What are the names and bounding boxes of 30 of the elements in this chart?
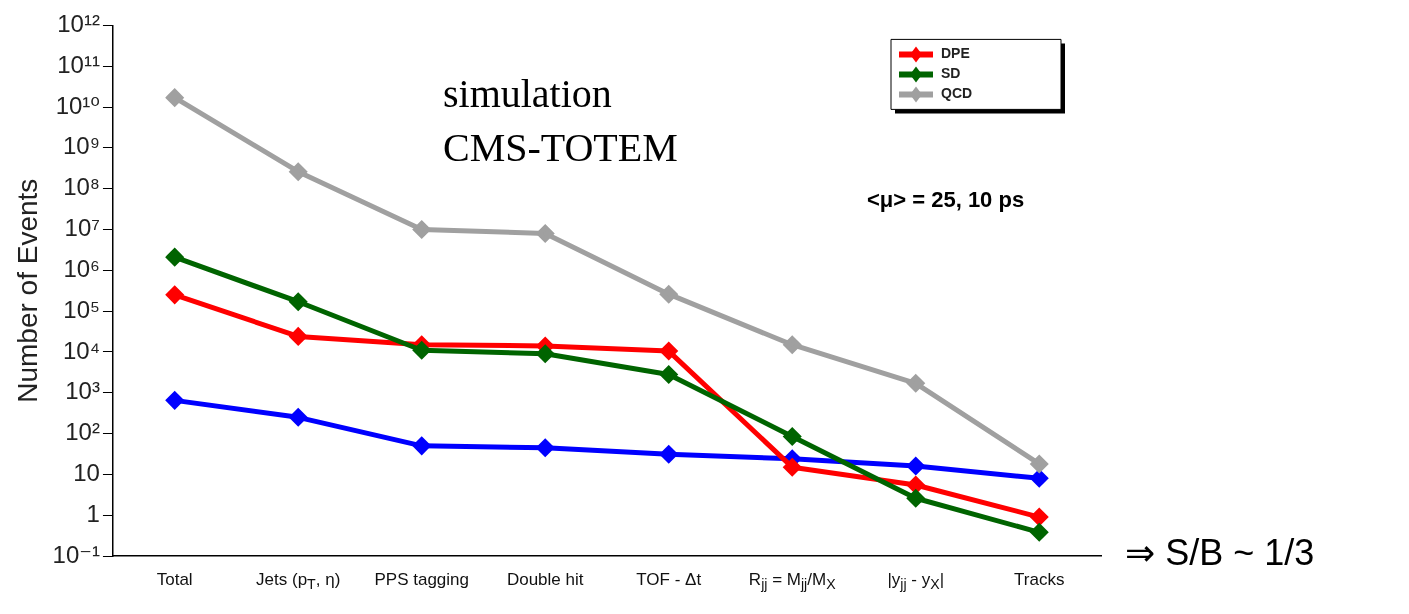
annotation: simulation: [442, 71, 612, 117]
x-tick-label: PPS tagging: [374, 570, 469, 590]
y-tick-label: 10²: [65, 418, 100, 446]
y-tick-label: 10³: [65, 377, 100, 405]
y-tick-label: 10⁹: [62, 132, 100, 160]
x-tick-label: Total: [156, 570, 193, 590]
legend-label: SD: [941, 65, 961, 82]
y-tick-label: 1: [86, 499, 100, 527]
x-tick-label: Jets (p$_{T}$, η): [256, 570, 341, 595]
y-tick-label: 10⁷: [64, 214, 100, 242]
y-tick-label: 10⁶: [63, 254, 100, 282]
y-tick-label: 10¹²: [57, 10, 100, 38]
annotation: <μ> = 25, 10 ps: [866, 187, 1025, 213]
annotation: CMS-TOTEM: [442, 125, 678, 171]
x-tick-label: Double hit: [506, 570, 584, 590]
text: ⇒ S/B ~ 1/3: [1125, 532, 1315, 574]
y-tick-label: 10: [73, 458, 100, 486]
legend-label: DPE: [941, 45, 970, 62]
x-tick-label: TOF - Δt: [636, 570, 702, 590]
y-tick-label: 10⁸: [63, 173, 100, 201]
x-tick-label: Tracks: [1014, 570, 1065, 590]
y-tick-label: 10⁵: [63, 295, 100, 323]
y-tick-label: 10⁻¹: [52, 540, 100, 568]
x-tick-label: |y$_{jj}$ - y$_{X}$|: [887, 570, 945, 595]
y-tick-label: 10¹⁰: [55, 91, 100, 119]
y-tick-label: 10⁴: [62, 336, 100, 364]
y-tick-label: 10¹¹: [57, 50, 100, 78]
legend-label: QCD: [941, 85, 973, 102]
x-tick-label: R$_{jj}$ = M$_{jj}$/M$_{X}$: [748, 570, 836, 595]
y-axis-title: Number of Events: [11, 178, 43, 403]
